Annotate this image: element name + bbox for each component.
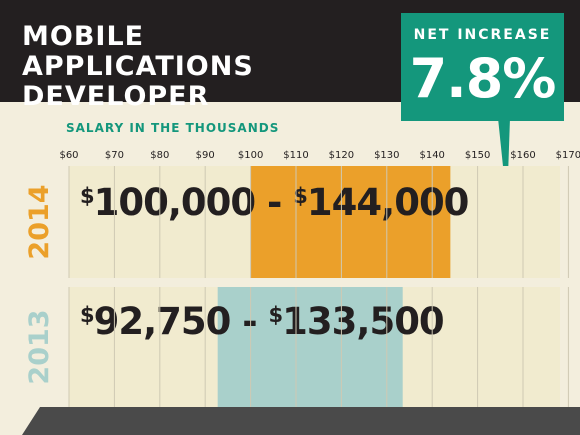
gridlines (68, 166, 569, 407)
title-line-2: DEVELOPER (22, 81, 210, 112)
page-title: MOBILE APPLICATIONS DEVELOPER (22, 22, 362, 112)
net-increase-callout: NET INCREASE 7.8% (401, 13, 564, 121)
tick-label: $110 (283, 150, 308, 161)
range-label-2013: $92,750 - $133,500 (80, 300, 444, 343)
year-labels: 2014 2013 (24, 184, 55, 384)
callout-value: 7.8% (409, 47, 557, 110)
range-labels: $100,000 - $144,000 $92,750 - $133,500 (80, 181, 469, 343)
tick-label: $120 (329, 150, 354, 161)
tick-label: $160 (510, 150, 535, 161)
x-axis-ticks: $60 $70 $80 $90 $100 $110 $120 $130 $140 $150 $160… (59, 150, 580, 161)
shadow-strip (22, 407, 580, 435)
tick-label: $170 (556, 150, 580, 161)
range-bars (217, 166, 451, 407)
range-bar-2014 (250, 166, 451, 278)
title-line-1: MOBILE APPLICATIONS (22, 21, 254, 82)
tick-label: $70 (105, 150, 124, 161)
tick-label: $140 (419, 150, 444, 161)
year-label-2014: 2014 (24, 184, 55, 259)
tick-label: $150 (465, 150, 490, 161)
tick-label: $130 (374, 150, 399, 161)
chart-subtitle: SALARY IN THE THOUSANDS (66, 121, 280, 135)
callout-label: NET INCREASE (413, 27, 552, 43)
tick-label: $80 (150, 150, 169, 161)
year-label-2013: 2013 (24, 309, 55, 384)
tick-label: $90 (196, 150, 215, 161)
bottom-shadow (22, 407, 580, 435)
range-label-2014: $100,000 - $144,000 (80, 181, 468, 224)
tick-label: $100 (238, 150, 263, 161)
tick-label: $60 (59, 150, 78, 161)
callout-pointer-stem (498, 118, 510, 176)
range-bar-2013 (217, 287, 403, 407)
